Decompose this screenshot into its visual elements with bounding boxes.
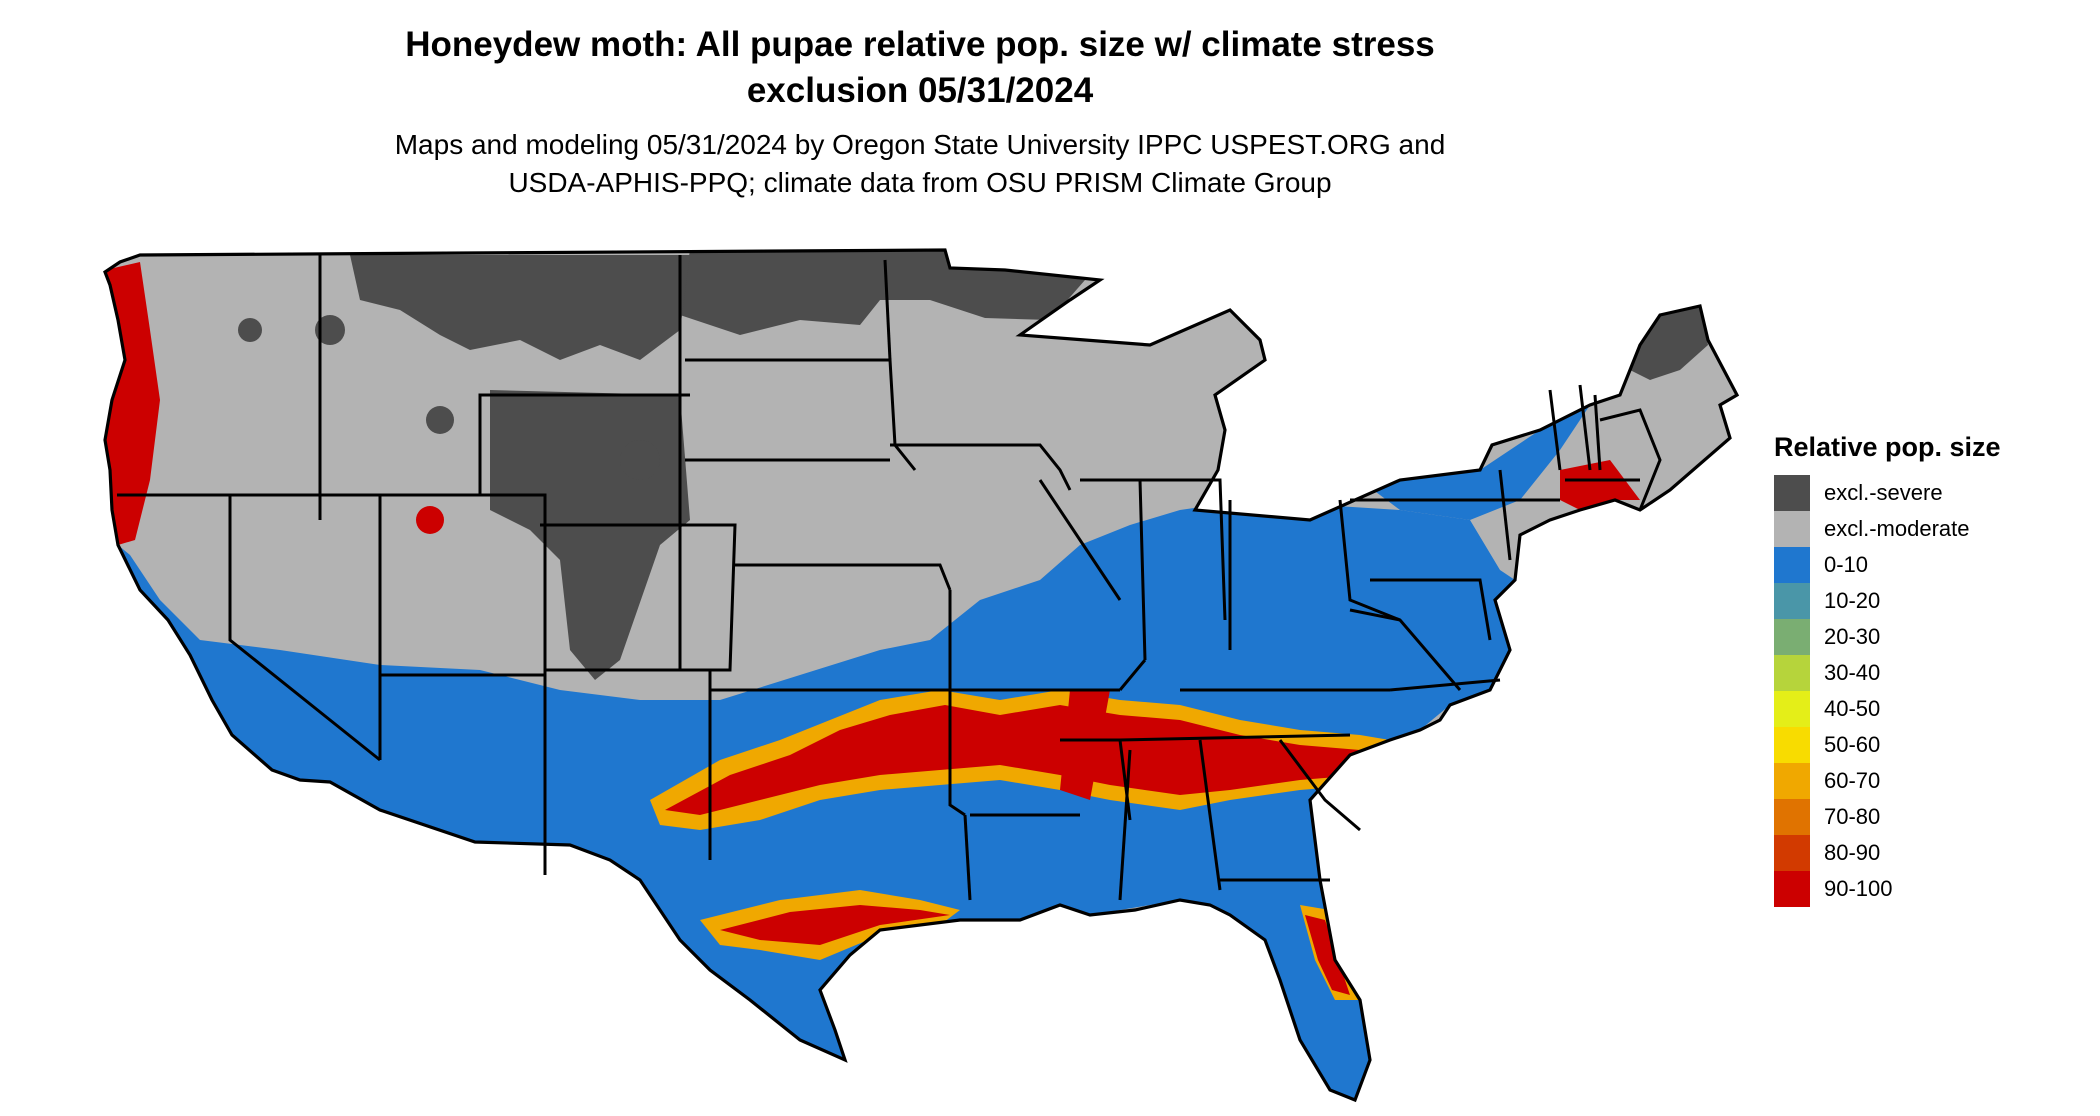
subtitle-line-2: USDA-APHIS-PPQ; climate data from OSU PR… bbox=[508, 167, 1332, 198]
legend-label: 80-90 bbox=[1824, 840, 1881, 865]
legend-item: 60-70 bbox=[1774, 763, 2001, 799]
legend-swatch bbox=[1774, 763, 1810, 799]
legend-item: 80-90 bbox=[1774, 835, 2001, 871]
legend-label: 70-80 bbox=[1824, 804, 1881, 829]
state-borders bbox=[117, 255, 1662, 901]
legend-label: 0-10 bbox=[1824, 552, 1869, 577]
legend-item: 20-30 bbox=[1774, 619, 2001, 655]
legend-swatch bbox=[1774, 511, 1810, 547]
legend-label: 10-20 bbox=[1824, 588, 1881, 613]
legend-item: 10-20 bbox=[1774, 583, 2001, 619]
legend-label: excl.-moderate bbox=[1824, 516, 1970, 541]
legend-title: Relative pop. size bbox=[1774, 432, 2001, 462]
legend-label: excl.-severe bbox=[1824, 480, 1943, 505]
legend-swatch bbox=[1774, 475, 1810, 511]
legend-item: 40-50 bbox=[1774, 691, 2001, 727]
legend-swatch bbox=[1774, 619, 1810, 655]
legend-label: 20-30 bbox=[1824, 624, 1881, 649]
legend-item: 50-60 bbox=[1774, 727, 2001, 763]
title-line-1: Honeydew moth: All pupae relative pop. s… bbox=[405, 25, 1435, 64]
subtitle-line-1: Maps and modeling 05/31/2024 by Oregon S… bbox=[394, 129, 1446, 160]
legend-label: 90-100 bbox=[1824, 876, 1893, 901]
legend-swatch bbox=[1774, 835, 1810, 871]
legend-item: 30-40 bbox=[1774, 655, 2001, 691]
legend-swatch bbox=[1774, 691, 1810, 727]
legend-swatch bbox=[1774, 547, 1810, 583]
legend-label: 30-40 bbox=[1824, 660, 1881, 685]
legend-item: excl.-severe bbox=[1774, 475, 2001, 511]
band-90-100 bbox=[105, 262, 1640, 995]
map-title: Honeydew moth: All pupae relative pop. s… bbox=[260, 22, 1580, 114]
legend-label: 60-70 bbox=[1824, 768, 1881, 793]
map-subtitle: Maps and modeling 05/31/2024 by Oregon S… bbox=[260, 126, 1580, 202]
legend-item: 90-100 bbox=[1774, 871, 2001, 907]
legend-items: excl.-severe excl.-moderate 0-10 10-20 20-30… bbox=[1774, 475, 2001, 907]
title-line-2: exclusion 05/31/2024 bbox=[746, 71, 1094, 110]
legend-swatch bbox=[1774, 727, 1810, 763]
excl-severe-regions bbox=[238, 250, 1708, 680]
legend: Relative pop. size excl.-severe excl.-mod… bbox=[1774, 432, 2001, 907]
legend-swatch bbox=[1774, 871, 1810, 907]
legend-item: 70-80 bbox=[1774, 799, 2001, 835]
legend-item: excl.-moderate bbox=[1774, 511, 2001, 547]
legend-item: 0-10 bbox=[1774, 547, 2001, 583]
legend-swatch bbox=[1774, 583, 1810, 619]
legend-swatch bbox=[1774, 799, 1810, 835]
legend-label: 40-50 bbox=[1824, 696, 1881, 721]
legend-label: 50-60 bbox=[1824, 732, 1881, 757]
legend-swatch bbox=[1774, 655, 1810, 691]
